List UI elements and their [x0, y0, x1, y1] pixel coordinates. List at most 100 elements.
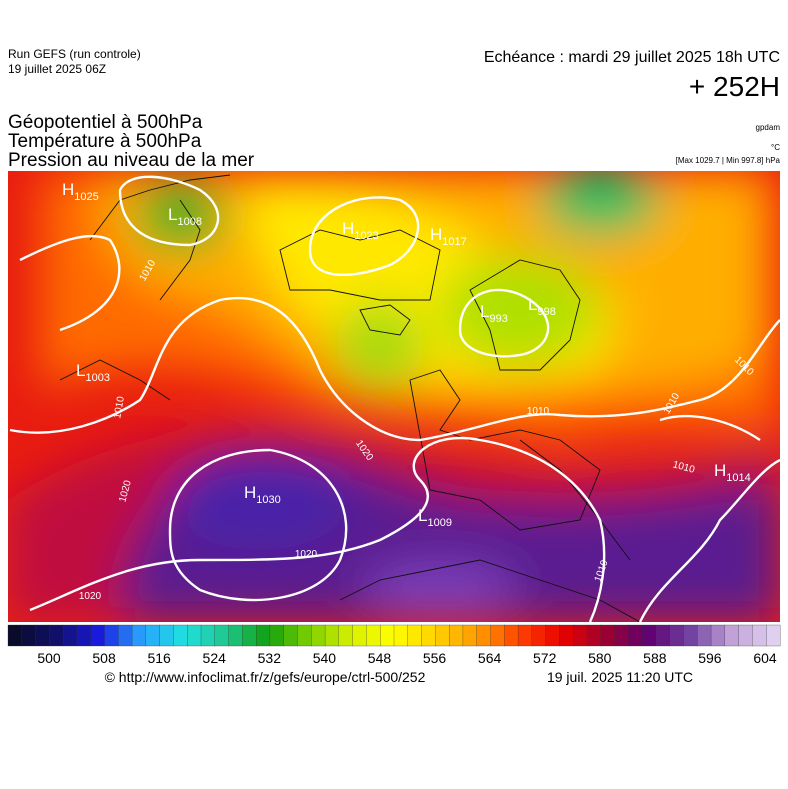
isobar-label: 1020: [295, 549, 318, 560]
colorbar-swatch: [242, 624, 257, 647]
colorbar-swatch: [104, 624, 119, 647]
colorbar-swatch: [90, 624, 105, 647]
colorbar-swatch: [338, 624, 354, 647]
colorbar-swatch: [614, 624, 629, 647]
colorbar-swatch: [545, 624, 560, 647]
center-kind: H: [244, 483, 256, 502]
colorbar-swatch: [324, 624, 340, 647]
center-value: 993: [489, 313, 507, 325]
colorbar-swatch: [311, 624, 326, 647]
pressure-center: L1009: [418, 506, 452, 529]
pressure-center: H1014: [714, 461, 751, 484]
colorbar-label: 572: [533, 650, 557, 666]
unit: [Max 1029.7 | Min 997.8] hPa: [676, 156, 781, 165]
lead-time: + 252H: [689, 71, 780, 102]
colorbar-swatch: [200, 624, 216, 647]
title: Température à 500hPa: [8, 131, 202, 152]
pressure-center: H1017: [430, 225, 467, 248]
colorbar-swatch: [131, 624, 147, 647]
colorbar-swatch: [752, 624, 767, 647]
run-date: 19 juillet 2025 06Z: [8, 62, 106, 76]
pressure-center: L998: [528, 295, 556, 318]
title: Pression au niveau de la mer: [8, 150, 255, 171]
colorbar-swatch: [738, 624, 753, 647]
colorbar-label: 588: [643, 650, 667, 666]
colorbar-swatch: [255, 624, 271, 647]
colorbar-swatch: [352, 624, 367, 647]
colorbar-swatch: [655, 624, 671, 647]
colorbar-swatch: [297, 624, 312, 647]
colorbar-label: 548: [368, 650, 392, 666]
center-kind: H: [62, 180, 74, 199]
pressure-center: L1003: [76, 361, 110, 384]
isobar-label: 1010: [527, 406, 550, 417]
echeance: Echéance : mardi 29 juillet 2025 18h UTC: [484, 49, 780, 66]
colorbar-swatch: [517, 624, 533, 647]
colorbar-label: 540: [313, 650, 337, 666]
colorbar-swatch: [407, 624, 423, 647]
colorbar-swatch: [448, 624, 464, 647]
center-kind: L: [418, 506, 427, 525]
colorbar-swatch: [490, 624, 505, 647]
colorbar-swatch: [462, 624, 478, 647]
unit: gpdam: [756, 123, 781, 132]
center-kind: L: [168, 205, 177, 224]
colorbar-swatch: [724, 624, 740, 647]
colorbar-swatch: [49, 624, 64, 647]
source-url: © http://www.infoclimat.fr/z/gefs/europe…: [105, 669, 426, 685]
pressure-center: H1023: [342, 219, 379, 242]
colorbar-label: 596: [698, 650, 722, 666]
colorbar-label: 564: [478, 650, 502, 666]
isobar-label: 1010: [112, 395, 127, 419]
colorbar-swatch: [173, 624, 188, 647]
colorbar-swatch: [21, 624, 37, 647]
colorbar-swatch: [145, 624, 161, 647]
colorbar-label: 500: [37, 650, 61, 666]
colorbar-swatch: [669, 624, 684, 647]
colorbar-label: 516: [147, 650, 171, 666]
colorbar-swatch: [187, 624, 202, 647]
colorbar-swatch: [504, 624, 519, 647]
colorbar-swatch: [628, 624, 643, 647]
map: [8, 171, 780, 622]
colorbar-swatch: [366, 624, 381, 647]
title: Géopotentiel à 500hPa: [8, 112, 203, 133]
center-kind: H: [714, 461, 726, 480]
colorbar-swatch: [600, 624, 616, 647]
colorbar-label: 532: [258, 650, 282, 666]
run: Run GEFS (run controle): [8, 47, 141, 61]
center-value: 1023: [354, 230, 378, 242]
colorbar-swatch: [766, 624, 781, 647]
timestamp: 19 juil. 2025 11:20 UTC: [547, 669, 693, 685]
center-kind: L: [528, 295, 537, 314]
colorbar-swatch: [62, 624, 78, 647]
colorbar-swatch: [697, 624, 712, 647]
center-value: 1009: [427, 517, 451, 529]
pressure-center: H1025: [62, 180, 99, 203]
center-kind: H: [342, 219, 354, 238]
colorbar-swatch: [159, 624, 174, 647]
colorbar-swatch: [228, 624, 243, 647]
isobar-label: 1020: [79, 591, 102, 602]
colorbar-label: 508: [92, 650, 116, 666]
unit: °C: [771, 143, 780, 152]
center-value: 1003: [85, 372, 109, 384]
pressure-center: L1008: [168, 205, 202, 228]
colorbar-swatch: [421, 624, 436, 647]
center-value: 1014: [726, 472, 750, 484]
center-kind: L: [480, 302, 489, 321]
center-kind: L: [76, 361, 85, 380]
colorbar-swatch: [710, 624, 726, 647]
colorbar-swatch: [531, 624, 547, 647]
colorbar-swatch: [269, 624, 285, 647]
colorbar-swatch: [118, 624, 133, 647]
colorbar-swatch: [586, 624, 602, 647]
colorbar-swatch: [641, 624, 657, 647]
center-value: 1030: [256, 494, 280, 506]
colorbar-swatch: [683, 624, 698, 647]
center-kind: H: [430, 225, 442, 244]
colorbar-swatch: [214, 624, 230, 647]
center-value: 1025: [74, 191, 98, 203]
colorbar-label: 604: [753, 650, 777, 666]
